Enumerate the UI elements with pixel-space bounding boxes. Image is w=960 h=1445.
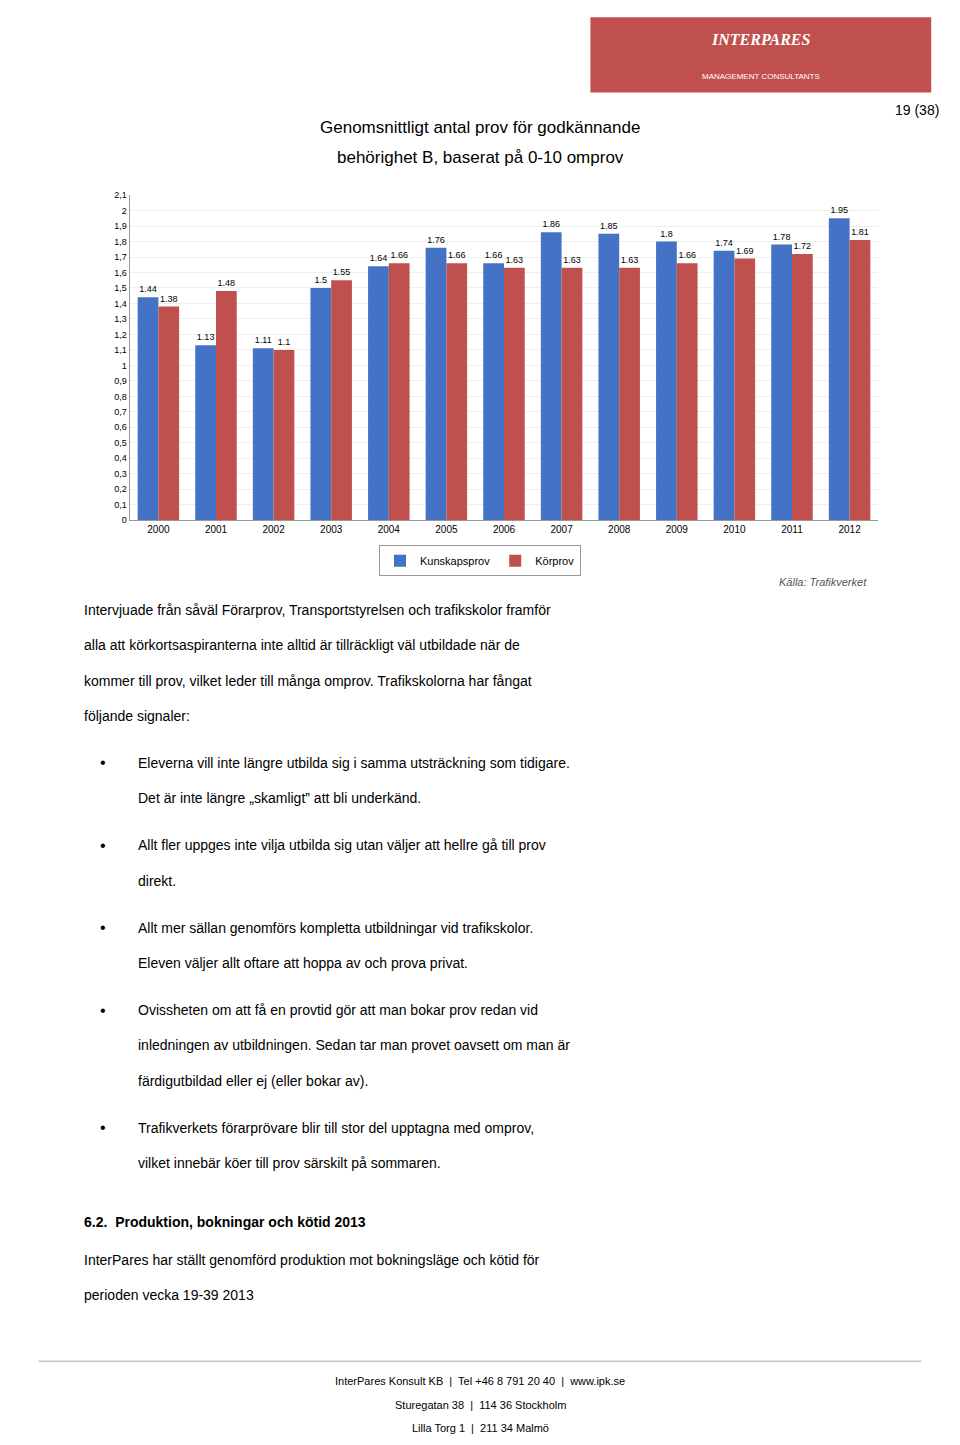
svg-text:1.63: 1.63 [563,255,581,265]
svg-text:INTERPARES: INTERPARES [711,31,811,48]
svg-text:InterPares har ställt genomför: InterPares har ställt genomförd produkti… [84,1252,540,1268]
svg-text:1.66: 1.66 [678,250,696,260]
svg-text:Ovissheten om att få en provti: Ovissheten om att få en provtid gör att … [138,1002,538,1018]
svg-text:vilket innebär köer till prov: vilket innebär köer till prov särskilt p… [138,1155,441,1171]
svg-text:19 (38): 19 (38) [895,102,939,118]
svg-text:•: • [100,919,106,936]
svg-text:1.66: 1.66 [448,250,466,260]
svg-text:Allt fler uppges inte vilja ut: Allt fler uppges inte vilja utbilda sig … [138,837,546,853]
svg-text:1.5: 1.5 [315,275,328,285]
svg-text:•: • [100,837,106,854]
svg-text:0,5: 0,5 [114,438,127,448]
svg-text:2008: 2008 [608,524,631,535]
svg-text:1,8: 1,8 [114,237,127,247]
svg-text:1,1: 1,1 [114,345,127,355]
svg-text:0: 0 [122,515,127,525]
svg-text:alla att körkortsaspiranterna: alla att körkortsaspiranterna inte allti… [84,637,520,653]
svg-text:•: • [100,754,106,771]
svg-text:1,9: 1,9 [114,221,127,231]
svg-text:MANAGEMENT CONSULTANTS: MANAGEMENT CONSULTANTS [702,72,820,81]
svg-text:2004: 2004 [378,524,401,535]
svg-text:6.2. Produktion, bokningar oc: 6.2. Produktion, bokningar och kötid 201… [84,1214,366,1230]
svg-text:1.11: 1.11 [255,335,272,345]
svg-text:2000: 2000 [147,524,170,535]
svg-text:2002: 2002 [262,524,285,535]
svg-text:1.72: 1.72 [794,241,812,251]
svg-text:1.69: 1.69 [736,246,754,256]
svg-text:2005: 2005 [435,524,458,535]
svg-text:2012: 2012 [838,524,861,535]
svg-text:färdigutbildad eller ej (eller: färdigutbildad eller ej (eller bokar av)… [138,1073,368,1089]
svg-text:1.64: 1.64 [370,253,388,263]
svg-text:1.76: 1.76 [427,235,445,245]
svg-text:2: 2 [122,206,127,216]
svg-text:1.95: 1.95 [830,205,848,215]
svg-text:Lilla Torg 1 | 211 34 Malmö: Lilla Torg 1 | 211 34 Malmö [412,1422,549,1434]
svg-text:0,6: 0,6 [114,422,127,432]
svg-text:inledningen av utbildningen. S: inledningen av utbildningen. Sedan tar m… [138,1037,570,1053]
svg-text:1,6: 1,6 [114,268,127,278]
svg-text:2001: 2001 [205,524,228,535]
svg-text:0,9: 0,9 [114,376,127,386]
svg-text:1,4: 1,4 [114,299,127,309]
svg-text:2010: 2010 [723,524,746,535]
svg-text:2007: 2007 [550,524,573,535]
svg-text:0,2: 0,2 [114,484,127,494]
svg-text:0,8: 0,8 [114,391,127,401]
svg-text:2006: 2006 [493,524,516,535]
svg-text:1.86: 1.86 [542,219,560,229]
svg-text:1,7: 1,7 [114,252,127,262]
svg-text:1.66: 1.66 [485,250,503,260]
svg-text:perioden vecka 19-39 2013: perioden vecka 19-39 2013 [84,1287,254,1303]
svg-text:1,2: 1,2 [114,330,127,340]
svg-text:1.78: 1.78 [773,232,791,242]
svg-text:direkt.: direkt. [138,873,176,889]
svg-text:Kunskapsprov: Kunskapsprov [420,555,490,567]
svg-text:1.63: 1.63 [506,255,524,265]
svg-text:1.55: 1.55 [333,267,351,277]
svg-text:•: • [100,1002,106,1019]
svg-text:1.48: 1.48 [218,278,236,288]
svg-text:1: 1 [122,361,127,371]
svg-text:2009: 2009 [666,524,689,535]
svg-text:Trafikverkets förarprövare bli: Trafikverkets förarprövare blir till sto… [138,1120,534,1136]
svg-text:1.8: 1.8 [660,229,673,239]
svg-text:Intervjuade från såväl Förarpr: Intervjuade från såväl Förarprov, Transp… [84,602,551,618]
svg-text:Eleven väljer allt oftare att: Eleven väljer allt oftare att hoppa av o… [138,955,468,971]
svg-text:1.63: 1.63 [621,255,639,265]
svg-text:Genomsnittligt antal prov för: Genomsnittligt antal prov för godkännand… [320,118,640,137]
svg-text:2,1: 2,1 [114,190,127,200]
svg-text:1.74: 1.74 [715,238,733,248]
svg-text:•: • [100,1119,106,1136]
svg-text:1.85: 1.85 [600,221,618,231]
svg-text:1.44: 1.44 [139,284,157,294]
svg-text:0,4: 0,4 [114,453,127,463]
svg-text:Allt mer sällan genomförs komp: Allt mer sällan genomförs kompletta utbi… [138,920,533,936]
svg-text:0,1: 0,1 [114,500,127,510]
svg-text:följande signaler:: följande signaler: [84,708,190,724]
svg-text:0,3: 0,3 [114,469,127,479]
svg-text:kommer till prov, vilket leder: kommer till prov, vilket leder till mång… [84,673,532,689]
svg-text:Det är inte längre „skamligt”: Det är inte längre „skamligt” att bli un… [138,790,421,806]
svg-text:2011: 2011 [781,524,803,535]
svg-text:0,7: 0,7 [114,407,127,417]
svg-text:1,3: 1,3 [114,314,127,324]
svg-text:Källa: Trafikverket: Källa: Trafikverket [779,576,867,588]
svg-text:1.1: 1.1 [278,337,291,347]
svg-text:InterPares Konsult KB | Tel: InterPares Konsult KB | Tel +46 8 791 20… [335,1375,625,1387]
svg-text:1.81: 1.81 [851,227,869,237]
svg-text:1.13: 1.13 [197,332,215,342]
svg-text:1.66: 1.66 [390,250,408,260]
svg-text:Eleverna vill inte längre utbi: Eleverna vill inte längre utbilda sig i … [138,755,570,771]
svg-text:2003: 2003 [320,524,343,535]
svg-text:Körprov: Körprov [535,555,574,567]
svg-text:behörighet B, baserat på 0-10: behörighet B, baserat på 0-10 omprov [337,148,624,167]
svg-text:1.38: 1.38 [160,294,178,304]
svg-text:Sturegatan 38 | 114 36 Stock: Sturegatan 38 | 114 36 Stockholm [395,1399,566,1411]
svg-text:1,5: 1,5 [114,283,127,293]
